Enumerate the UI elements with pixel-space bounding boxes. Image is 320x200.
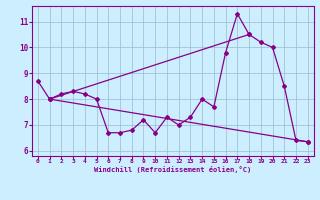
X-axis label: Windchill (Refroidissement éolien,°C): Windchill (Refroidissement éolien,°C)	[94, 166, 252, 173]
